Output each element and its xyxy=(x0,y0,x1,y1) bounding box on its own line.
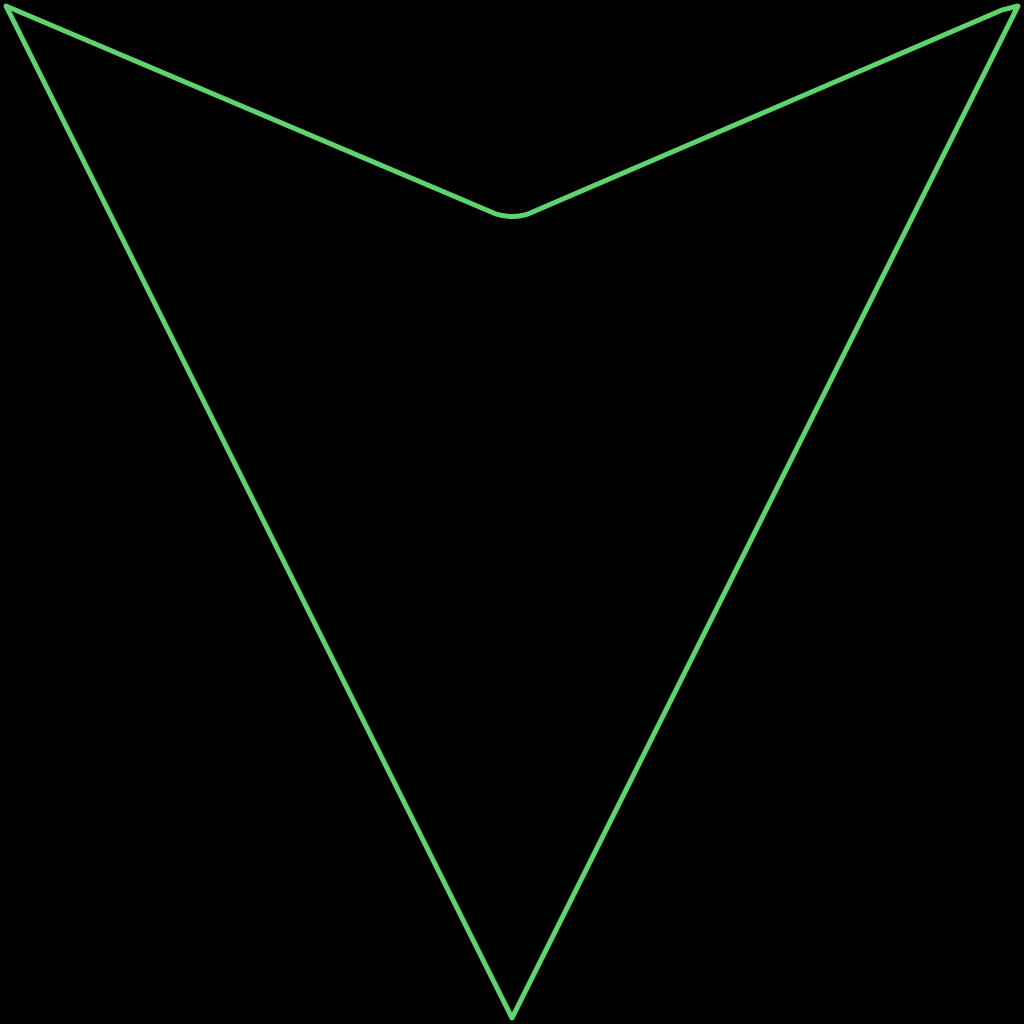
arrow-outline-path xyxy=(3,3,1021,1021)
